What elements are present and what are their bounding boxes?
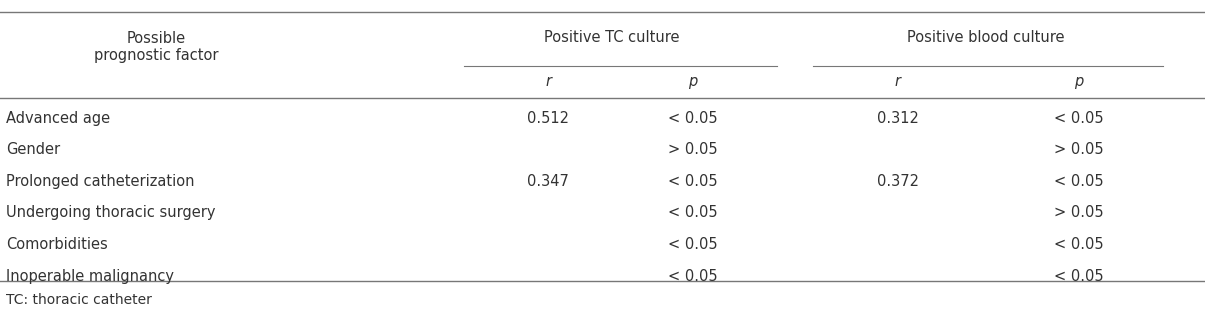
Text: Advanced age: Advanced age (6, 111, 110, 126)
Text: 0.512: 0.512 (528, 111, 569, 126)
Text: > 0.05: > 0.05 (668, 142, 718, 157)
Text: r: r (895, 75, 900, 90)
Text: < 0.05: < 0.05 (668, 237, 718, 252)
Text: < 0.05: < 0.05 (1053, 237, 1104, 252)
Text: 0.312: 0.312 (877, 111, 918, 126)
Text: p: p (688, 75, 698, 90)
Text: < 0.05: < 0.05 (668, 269, 718, 284)
Text: Comorbidities: Comorbidities (6, 237, 107, 252)
Text: > 0.05: > 0.05 (1053, 205, 1104, 221)
Text: 0.372: 0.372 (877, 174, 918, 189)
Text: < 0.05: < 0.05 (1053, 111, 1104, 126)
Text: < 0.05: < 0.05 (1053, 174, 1104, 189)
Text: Inoperable malignancy: Inoperable malignancy (6, 269, 174, 284)
Text: < 0.05: < 0.05 (1053, 269, 1104, 284)
Text: Positive TC culture: Positive TC culture (545, 30, 680, 45)
Text: Prolonged catheterization: Prolonged catheterization (6, 174, 194, 189)
Text: < 0.05: < 0.05 (668, 111, 718, 126)
Text: < 0.05: < 0.05 (668, 174, 718, 189)
Text: Positive blood culture: Positive blood culture (907, 30, 1064, 45)
Text: TC: thoracic catheter: TC: thoracic catheter (6, 293, 152, 306)
Text: p: p (1074, 75, 1083, 90)
Text: r: r (546, 75, 551, 90)
Text: Gender: Gender (6, 142, 60, 157)
Text: Possible
prognostic factor: Possible prognostic factor (94, 31, 219, 63)
Text: Undergoing thoracic surgery: Undergoing thoracic surgery (6, 205, 216, 221)
Text: < 0.05: < 0.05 (668, 205, 718, 221)
Text: 0.347: 0.347 (528, 174, 569, 189)
Text: > 0.05: > 0.05 (1053, 142, 1104, 157)
